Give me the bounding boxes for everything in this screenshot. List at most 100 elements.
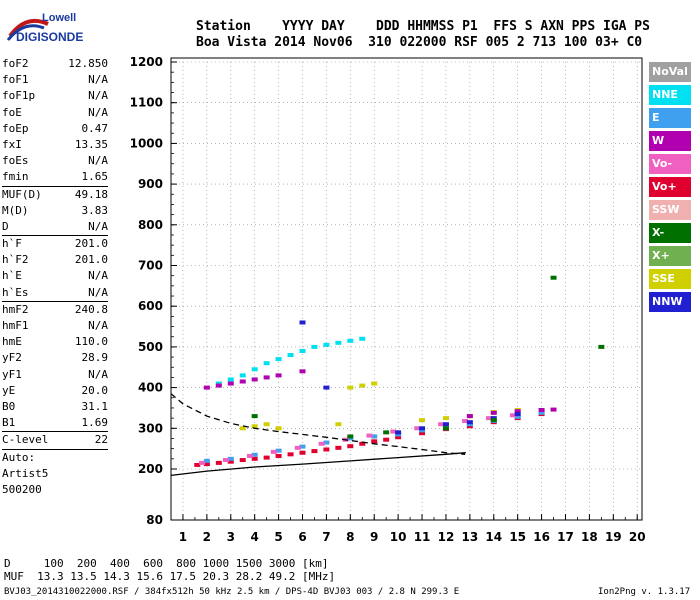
- echo-point: [359, 441, 366, 446]
- param-row: foF1 N/A: [2, 72, 108, 88]
- echo-point: [442, 426, 449, 431]
- param-value: 240.8: [74, 302, 108, 316]
- param-value: N/A: [88, 269, 108, 283]
- legend-item-noval: NoVal: [649, 62, 691, 82]
- echo-point: [550, 275, 557, 280]
- echo-point: [275, 426, 282, 431]
- separator: [2, 235, 108, 237]
- echo-point: [294, 445, 301, 450]
- param-value: 22: [94, 433, 108, 447]
- param-name: MUF(D): [2, 187, 42, 201]
- param-name: M(D): [2, 203, 29, 217]
- param-row: foEs N/A: [2, 153, 108, 169]
- echo-point: [395, 432, 402, 437]
- echo-point: [347, 385, 354, 390]
- echo-point: [251, 414, 258, 419]
- echo-point: [466, 420, 473, 425]
- echo-point: [299, 348, 306, 353]
- legend-item-ssw: SSW: [649, 200, 691, 220]
- echo-point: [299, 320, 306, 325]
- param-value: N/A: [88, 319, 108, 332]
- echo-point: [323, 447, 330, 452]
- param-name: foE: [2, 105, 22, 119]
- echo-point: [335, 340, 342, 345]
- param-name: h`Es: [2, 285, 29, 299]
- echo-point: [347, 444, 354, 449]
- echo-point: [323, 342, 330, 347]
- x-tick-label: 2: [203, 530, 211, 544]
- param-name: yF1: [2, 367, 22, 381]
- echo-point: [251, 367, 258, 372]
- param-row: fxI 13.35: [2, 137, 108, 153]
- param-row: foF1p N/A: [2, 88, 108, 104]
- legend-item-e: E: [649, 108, 691, 128]
- params-group-confidence: C-level 22: [2, 432, 108, 448]
- param-value: 1.69: [81, 416, 109, 430]
- param-name: h`F2: [2, 253, 29, 267]
- y-tick-label: 800: [138, 218, 163, 232]
- autoscaler-line: Artist5: [2, 466, 49, 480]
- echo-point: [318, 441, 325, 446]
- echo-point: [311, 344, 318, 349]
- autoscaler-line: 500200: [2, 482, 42, 496]
- param-row: D N/A: [2, 219, 108, 235]
- x-tick-label: 17: [557, 530, 574, 544]
- echo-point: [485, 416, 492, 421]
- echo-point: [299, 444, 306, 449]
- legend-item-sse: SSE: [649, 269, 691, 289]
- param-row: yF1 N/A: [2, 367, 108, 383]
- echo-point: [490, 416, 497, 421]
- x-tick-label: 4: [251, 530, 259, 544]
- echo-point: [442, 422, 449, 427]
- param-name: h`F: [2, 237, 22, 251]
- echo-point: [359, 383, 366, 388]
- param-row: foE N/A: [2, 105, 108, 121]
- echo-point: [419, 428, 426, 433]
- logo-text-digisonde: DIGISONDE: [16, 30, 83, 44]
- param-name: fxI: [2, 137, 22, 151]
- y-tick-label: 200: [138, 462, 163, 476]
- x-tick-label: 15: [509, 530, 526, 544]
- echo-point: [239, 458, 246, 463]
- echo-point: [538, 407, 545, 412]
- echo-point: [395, 435, 402, 440]
- echo-point: [490, 418, 497, 423]
- param-row: yF2 28.9: [2, 350, 108, 366]
- echo-point: [347, 338, 354, 343]
- x-tick-label: 3: [227, 530, 235, 544]
- param-value: 28.9: [81, 351, 109, 365]
- y-tick-label: 300: [138, 421, 163, 435]
- x-tick-label: 16: [533, 530, 550, 544]
- param-name: B1: [2, 416, 16, 430]
- param-name: hmF2: [2, 302, 29, 316]
- param-value: 0.47: [81, 121, 109, 135]
- echo-point: [442, 416, 449, 421]
- echo-point: [335, 422, 342, 427]
- y-tick-label: 600: [138, 299, 163, 313]
- echo-point: [466, 422, 473, 427]
- echo-point: [366, 433, 373, 438]
- y-tick-label: 700: [138, 259, 163, 273]
- param-name: foF2: [2, 57, 29, 70]
- echo-point: [383, 430, 390, 435]
- y-tick-label: 1000: [130, 136, 163, 150]
- echo-point: [239, 379, 246, 384]
- x-tick-label: 7: [322, 530, 330, 544]
- separator: [2, 448, 108, 450]
- echo-point: [598, 344, 605, 349]
- echo-point: [275, 448, 282, 453]
- lowell-digisonde-logo: Lowell DIGISONDE: [6, 12, 83, 44]
- echo-point: [287, 353, 294, 358]
- x-tick-label: 9: [370, 530, 378, 544]
- param-name: B0: [2, 399, 16, 413]
- version-label: Ion2Png v. 1.3.17: [598, 587, 691, 597]
- autoscaler-line: Auto:: [2, 450, 36, 464]
- param-value: 49.18: [74, 187, 108, 201]
- params-group-autoscaler: Auto: Artist5 500200: [2, 450, 108, 499]
- echo-point: [371, 434, 378, 439]
- param-row: yE 20.0: [2, 383, 108, 399]
- y-tick-label: 1100: [130, 96, 163, 110]
- echo-point: [203, 385, 210, 390]
- echo-point: [419, 418, 426, 423]
- echo-point: [263, 422, 270, 427]
